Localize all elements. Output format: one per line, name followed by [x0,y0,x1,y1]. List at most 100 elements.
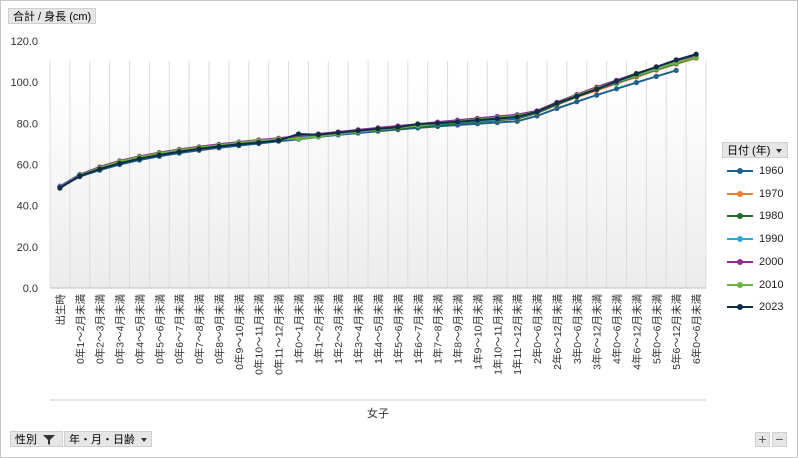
data-point [295,131,302,137]
x-tick-label: 5年6～12月未満 [670,294,683,370]
zoom-out-button[interactable]: − [772,432,787,447]
x-tick-label: 2年6～12月未満 [551,294,564,370]
gender-filter-button[interactable]: 性別 [10,431,63,447]
legend-label: 1980 [759,210,784,223]
data-point [633,71,640,77]
data-point [494,116,500,122]
x-tick-label: 3年0～6月未満 [571,294,584,365]
x-tick-label: 1年6～7月未満 [412,294,425,365]
x-tick-label: 0年5～6月未満 [153,294,166,365]
plot-area [50,78,706,288]
x-tick-label: 1年11～12月未満 [511,294,524,375]
data-point [276,137,282,143]
x-tick-label: 0年9～10月未満 [233,294,246,370]
series-lines [57,51,699,191]
y-tick-label: 40.0 [17,201,38,213]
legend-item-2010[interactable]: 2010 [726,278,788,292]
y-tick-label: 60.0 [17,160,38,172]
data-point [673,57,679,63]
x-tick-label: 1年1～2月未満 [312,294,325,365]
data-point [454,119,461,125]
x-tick-label: 1年4～5月未満 [372,294,385,365]
legend-field-button[interactable]: 日付 (年) [722,142,788,158]
legend-swatch [727,213,753,220]
data-point [435,120,441,126]
age-field-button[interactable]: 年・月・日齢 [64,431,152,447]
y-tick-label: 20.0 [17,242,38,254]
legend-field-label: 日付 (年) [727,145,771,157]
data-point [554,105,560,112]
legend-item-2023[interactable]: 2023 [726,300,788,314]
data-point [613,78,620,84]
legend-item-1990[interactable]: 1990 [726,232,788,246]
x-tick-label: 5年0～6月未満 [650,294,663,365]
y-axis: 0.0 20.0 40.0 60.0 80.0 100.0 120.0 [10,36,706,295]
legend-swatch [727,190,753,197]
x-tick-label: 0年11～12月未満 [273,294,286,375]
legend-swatch [727,258,753,265]
age-field-label: 年・月・日齢 [69,434,135,446]
data-point [136,156,143,162]
legend-label: 2023 [759,301,784,314]
legend-item-1970[interactable]: 1970 [726,187,788,201]
y-tick-label: 0.0 [23,283,38,295]
data-point [97,166,103,172]
chevron-down-icon [141,438,147,443]
legend-swatch [727,304,753,311]
y-tick-label: 120.0 [10,36,38,48]
zoom-in-button[interactable]: + [755,432,770,447]
data-point [295,136,302,142]
x-tick-label: 1年5～6月未満 [392,294,405,365]
legend-item-1960[interactable]: 1960 [726,164,788,178]
x-tick-label: 1年2～3月未満 [332,294,345,365]
gender-filter-label: 性別 [15,434,37,446]
data-point [256,139,262,146]
legend-label: 2010 [759,278,784,291]
data-point [315,132,321,138]
x-tick-label: 1年3～4月未満 [352,294,365,365]
legend-item-2000[interactable]: 2000 [726,255,788,269]
x-tick-label: 1年0～1月未満 [292,294,305,365]
data-point [693,51,699,57]
data-point [534,109,540,115]
legend-label: 1990 [759,233,784,246]
series-line-1960 [59,69,677,188]
data-point [514,114,520,120]
legend-label: 1960 [759,165,784,177]
y-tick-label: 100.0 [10,77,38,89]
data-point [574,99,580,105]
filter-funnel-icon [43,435,56,446]
x-tick-label: 1年8～9月未満 [452,294,465,365]
data-point [176,149,182,155]
x-tick-label: 0年1～2月未満 [74,294,87,365]
data-point [673,67,679,73]
x-tick-label: 4年0～6月未満 [611,294,624,365]
x-axis-title: 女子 [367,406,389,420]
data-point [653,64,659,70]
minus-icon: − [775,431,784,447]
legend-item-1980[interactable]: 1980 [726,209,788,223]
legend-swatch [727,281,753,288]
x-tick-label: 0年3～4月未満 [114,294,127,365]
legend-swatch [727,236,753,243]
data-point [653,73,659,79]
data-point [117,160,123,166]
data-point [633,80,640,86]
x-tick-label: 3年6～12月未満 [591,294,604,370]
data-point [613,86,620,92]
value-field-label: 合計 / 身長 (cm) [13,11,92,23]
value-field-button[interactable]: 合計 / 身長 (cm) [8,8,96,24]
data-point [236,141,242,147]
x-tick-label: 6年0～6月未満 [690,294,703,365]
data-point [375,126,381,132]
x-tick-label: 4年6～12月未満 [630,294,643,370]
chevron-down-icon [776,149,783,154]
gridlines [49,61,707,288]
data-point [594,86,600,92]
data-point [335,130,341,136]
data-point [594,92,600,98]
data-point [355,128,361,134]
data-point [156,152,162,158]
data-point [415,121,421,127]
